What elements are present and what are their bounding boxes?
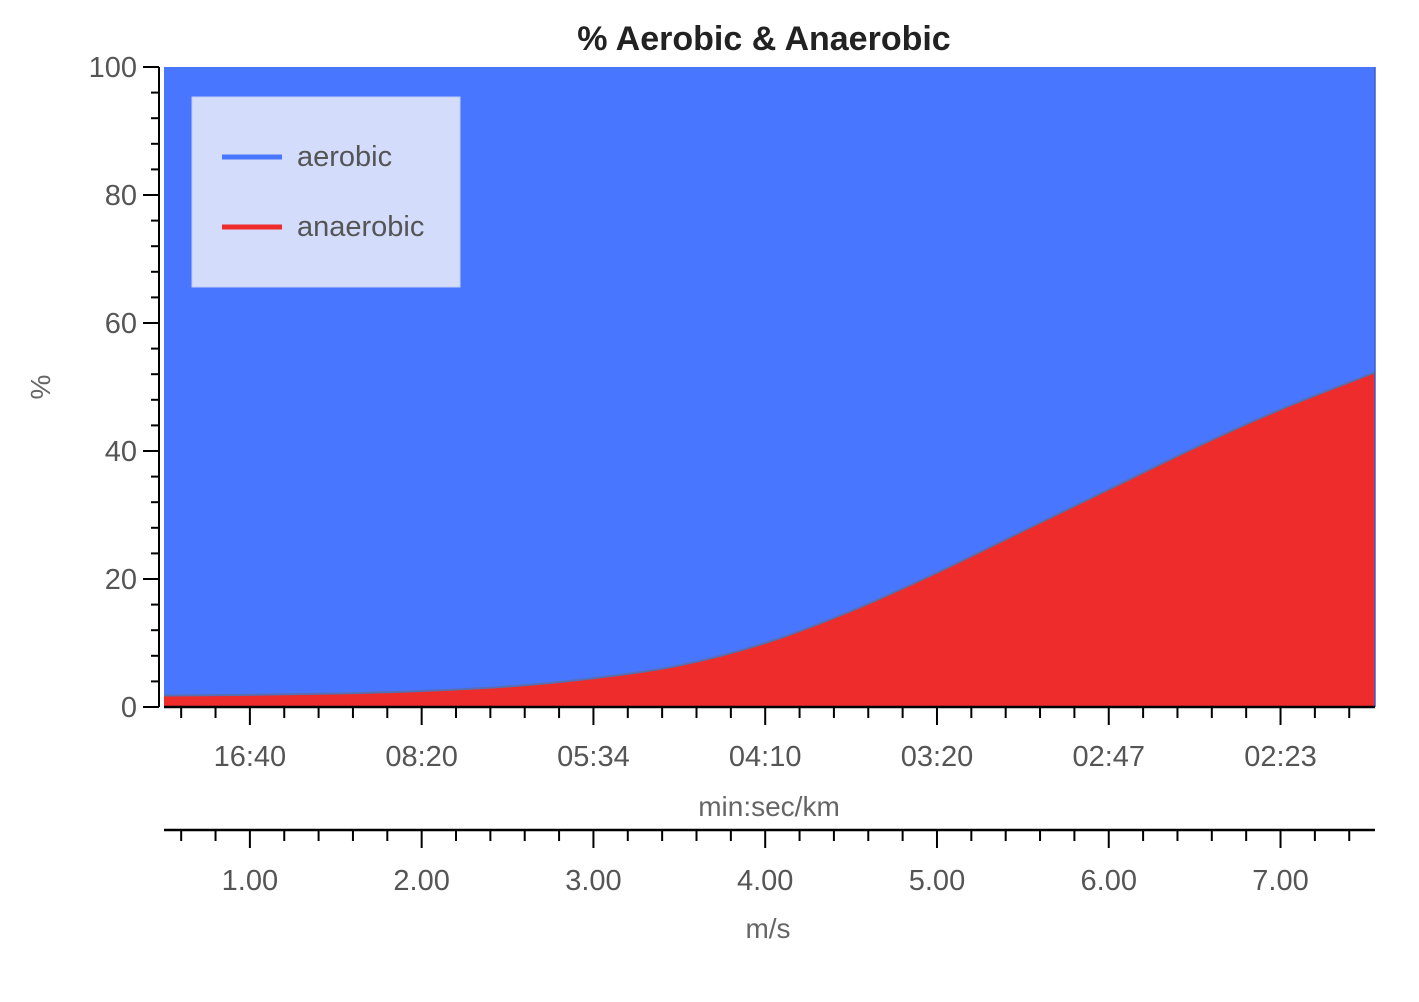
y-tick-label: 80 [105, 180, 137, 212]
x-speed-tick-label: 2.00 [393, 865, 449, 897]
y-tick-label: 0 [121, 692, 137, 724]
y-axis-label: % [25, 375, 56, 400]
x-speed-tick-label: 4.00 [737, 865, 793, 897]
legend-label-aerobic: aerobic [297, 141, 392, 173]
series-area-anaerobic [164, 372, 1375, 707]
x-pace-tick-label: 02:23 [1244, 741, 1317, 773]
series-line-anaerobic [163, 371, 1376, 697]
y-tick-label: 20 [105, 564, 137, 596]
x-speed-tick-label: 3.00 [565, 865, 621, 897]
x-speed-tick-label: 1.00 [222, 865, 278, 897]
x-speed-tick-label: 7.00 [1252, 865, 1308, 897]
series-area-aerobic [164, 67, 1375, 696]
x-speed-tick-label: 6.00 [1081, 865, 1137, 897]
legend-box [191, 96, 461, 288]
legend-label-anaerobic: anaerobic [297, 211, 424, 243]
y-tick-label: 100 [89, 52, 137, 84]
chart-title: % Aerobic & Anaerobic [577, 20, 950, 58]
x-axis-label-speed: m/s [745, 913, 790, 944]
x-pace-tick-label: 04:10 [729, 741, 802, 773]
y-tick-label: 40 [105, 436, 137, 468]
y-tick-label: 60 [105, 308, 137, 340]
x-pace-tick-label: 16:40 [214, 741, 287, 773]
x-pace-tick-label: 05:34 [557, 741, 630, 773]
x-axis-label-pace: min:sec/km [698, 791, 840, 822]
x-speed-tick-label: 5.00 [909, 865, 965, 897]
x-pace-tick-label: 03:20 [901, 741, 974, 773]
x-pace-tick-label: 02:47 [1072, 741, 1145, 773]
x-pace-tick-label: 08:20 [385, 741, 458, 773]
legend: aerobic anaerobic [191, 96, 461, 288]
